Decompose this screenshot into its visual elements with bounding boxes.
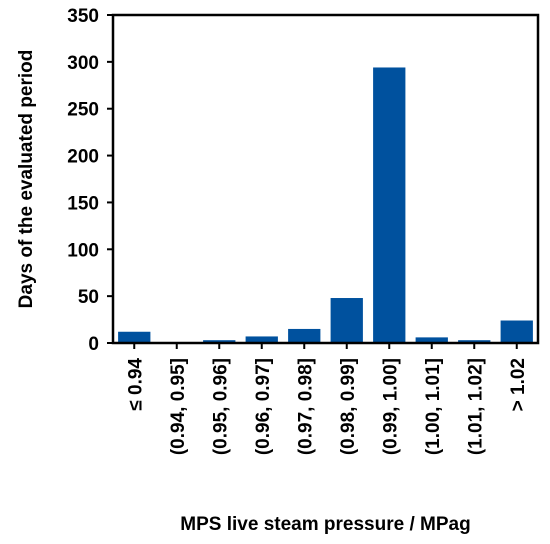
bar-4 xyxy=(288,328,321,343)
bar-3 xyxy=(245,336,278,343)
x-axis-title: MPS live steam pressure / MPag xyxy=(180,514,470,535)
bars-layer xyxy=(118,67,533,343)
x-axis-ticks: ≤ 0.94 (0.94, 0.95] (0.95, 0.96] (0.96, 0.9… xyxy=(125,343,529,455)
x-tick-label-5: (0.98, 0.99] xyxy=(338,358,359,455)
x-tick-label-1: (0.94, 0.95] xyxy=(168,358,189,455)
x-tick-label-6: (0.99, 1.00] xyxy=(380,358,401,455)
x-tick-label-4: (0.97, 0.98] xyxy=(295,358,316,455)
y-tick-label-4: 200 xyxy=(67,147,99,168)
x-tick-label-9: > 1.02 xyxy=(508,358,529,411)
y-tick-label-2: 100 xyxy=(67,240,99,261)
y-tick-label-5: 250 xyxy=(67,100,99,121)
y-tick-label-0: 0 xyxy=(88,334,99,355)
y-tick-label-7: 350 xyxy=(67,6,99,27)
x-tick-label-8: (1.01, 1.02] xyxy=(465,358,486,455)
y-axis-title: Days of the evaluated period xyxy=(16,50,37,309)
x-tick-label-3: (0.96, 0.97] xyxy=(253,358,274,455)
bar-0 xyxy=(118,331,151,343)
x-tick-label-2: (0.95, 0.96] xyxy=(210,358,231,455)
x-tick-label-7: (1.00, 1.01] xyxy=(423,358,444,455)
bar-6 xyxy=(373,67,406,343)
bar-2 xyxy=(203,340,236,343)
y-tick-label-3: 150 xyxy=(67,193,99,214)
bar-9 xyxy=(500,320,533,343)
bar-8 xyxy=(458,340,491,343)
plot-area-frame xyxy=(111,13,540,345)
bar-7 xyxy=(415,337,448,343)
x-tick-label-0: ≤ 0.94 xyxy=(125,358,146,411)
bar-5 xyxy=(330,298,363,343)
y-tick-label-1: 50 xyxy=(78,287,99,308)
y-tick-label-6: 300 xyxy=(67,53,99,74)
y-axis-ticks: 0 50 100 150 200 250 300 350 xyxy=(67,6,113,355)
